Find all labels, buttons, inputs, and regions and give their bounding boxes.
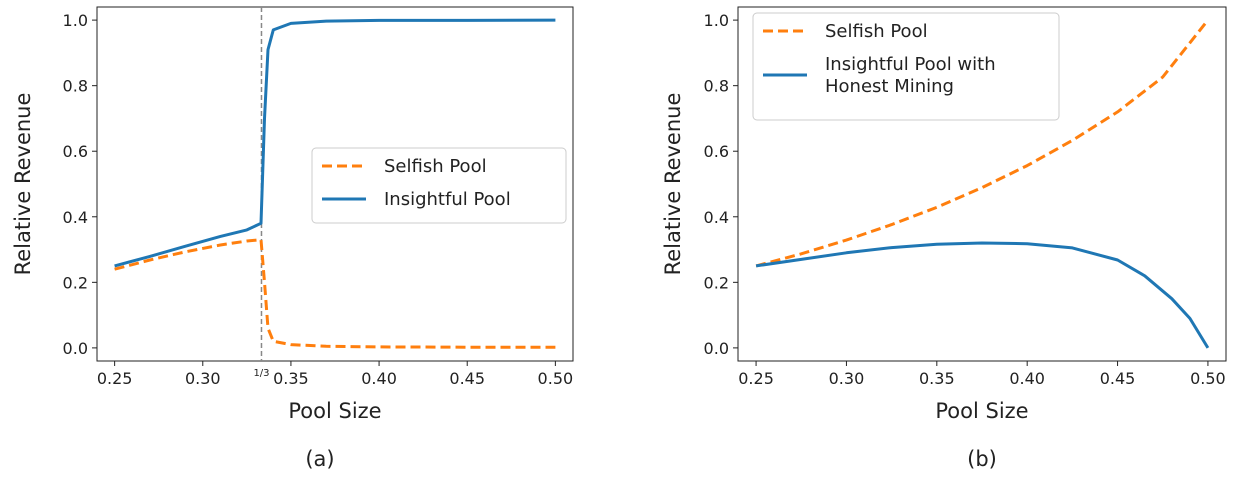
legend: Selfish Pool Insightful Pool [311,147,567,224]
x-tick-label: 0.30 [829,369,865,388]
y-axis-label: Relative Revenue [661,93,685,276]
legend-box [752,12,1060,121]
x-tick-label: 0.25 [97,369,133,388]
x-axis-label: Pool Size [288,399,381,423]
y-tick-label: 1.0 [704,11,729,30]
legend-box [311,147,567,224]
legend-label-line: Selfish Pool [384,156,487,177]
series-line-2 [114,18,556,268]
y-axis-label: Relative Revenue [11,93,35,276]
legend-label-1: Selfish Pool [825,21,928,42]
y-tick-label: 0.8 [63,77,88,96]
legend-label-line: Selfish Pool [825,21,928,42]
series-line-2 [755,241,1210,349]
legend-label-line: Honest Mining [825,76,954,97]
y-tick-label: 0.6 [704,142,729,161]
y-tick-label: 0.2 [704,273,729,292]
x-axis-label: Pool Size [935,399,1028,423]
x-tick-label: 0.45 [1100,369,1136,388]
x-tick-label: 0.30 [185,369,221,388]
x-tick-label: 0.45 [449,369,485,388]
legend-label-line: Insightful Pool [384,189,511,210]
chart-panel-b: 0.25 0.30 0.35 0.40 0.45 0.50 0.0 0.2 0.4 0.6 0.8 1… [661,6,1227,471]
x-tick-label: 0.35 [919,369,955,388]
panel-caption: (b) [967,447,997,471]
y-tick-label: 0.4 [704,208,729,227]
x-tick-label: 0.40 [361,369,397,388]
plot-frame [737,6,1227,362]
y-tick-label: 0.2 [63,273,88,292]
y-tick-label: 0.8 [704,77,729,96]
legend-label-2: Insightful Pool [384,189,511,210]
legend: Selfish Pool Insightful Pool with Honest M… [752,12,1060,121]
x-tick-label: 0.25 [738,369,774,388]
y-tick-label: 0.0 [704,339,729,358]
legend-label-line: Insightful Pool with [825,54,996,75]
chart-panel-a: 0.25 0.30 0.35 0.40 0.45 0.50 0.0 0.2 0.4 0.6 0.8 1… [11,6,574,471]
y-tick-label: 0.6 [63,142,88,161]
legend-label-2: Insightful Pool with Honest Mining [825,54,996,97]
x-tick-label: 0.50 [538,369,574,388]
legend-label-1: Selfish Pool [384,156,487,177]
y-tick-label: 0.0 [63,339,88,358]
threshold-label: 1/3 [253,368,269,379]
x-tick-label: 0.50 [1190,369,1226,388]
y-tick-label: 0.4 [63,208,88,227]
x-tick-label: 0.35 [273,369,309,388]
plot-frame [96,6,574,362]
y-tick-label: 1.0 [63,11,88,30]
series-line-1 [755,19,1210,268]
x-tick-label: 0.40 [1009,369,1045,388]
panel-caption: (a) [305,447,334,471]
series-line-1 [114,238,556,349]
